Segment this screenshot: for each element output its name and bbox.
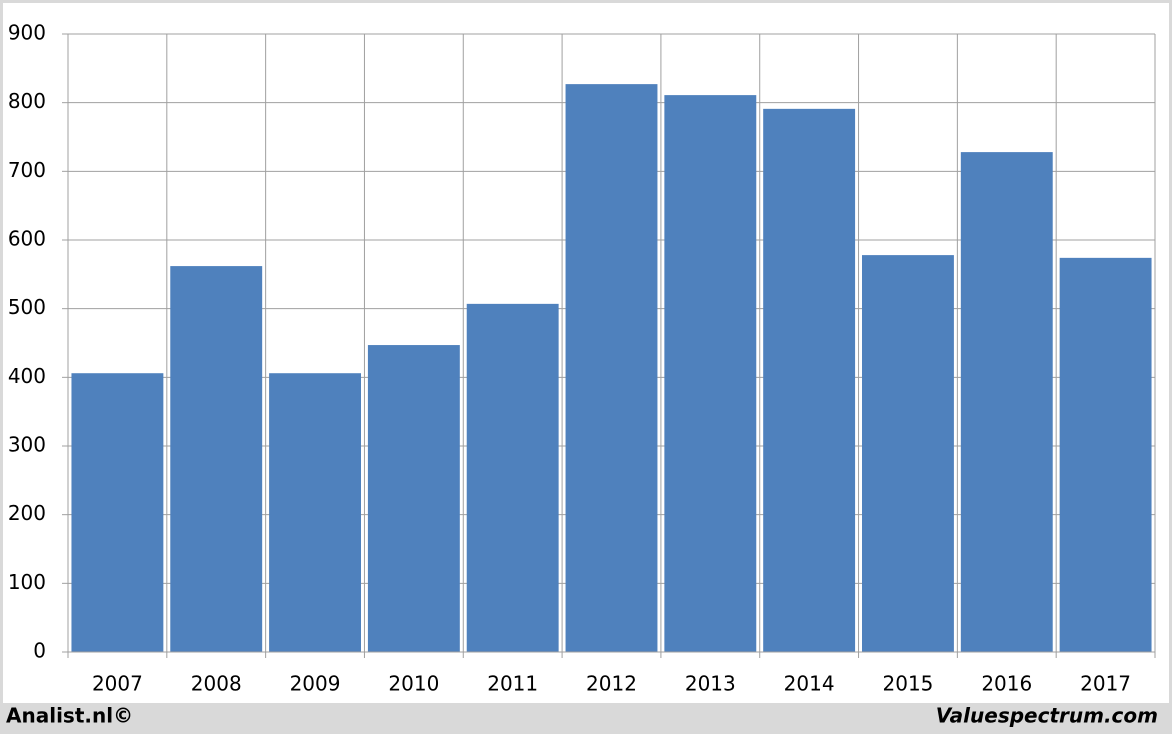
x-tick-label: 2011 <box>487 672 538 696</box>
bar <box>565 84 658 653</box>
x-tick-label: 2010 <box>388 672 439 696</box>
bar <box>664 95 757 652</box>
bar <box>1059 257 1152 652</box>
credit-left: Analist.nl© <box>6 704 133 728</box>
bar <box>269 373 361 652</box>
x-tick-label: 2007 <box>92 672 143 696</box>
x-tick-label: 2009 <box>290 672 341 696</box>
y-tick-label: 600 <box>8 227 46 251</box>
y-tick-label: 300 <box>8 433 46 457</box>
x-tick-label: 2017 <box>1080 672 1131 696</box>
x-tick-label: 2016 <box>981 672 1032 696</box>
y-tick-label: 100 <box>8 570 46 594</box>
credit-right: Valuespectrum.com <box>936 704 1158 728</box>
bar <box>367 345 460 652</box>
bar <box>170 266 263 652</box>
y-tick-label: 200 <box>8 501 46 525</box>
x-tick-label: 2015 <box>883 672 934 696</box>
x-tick-label: 2012 <box>586 672 637 696</box>
x-tick-label: 2008 <box>191 672 242 696</box>
y-tick-label: 800 <box>8 89 46 113</box>
y-tick-label: 500 <box>8 295 46 319</box>
bar <box>71 373 164 652</box>
y-tick-label: 400 <box>8 364 46 388</box>
bar <box>960 152 1053 652</box>
y-tick-label: 700 <box>8 158 46 182</box>
bar <box>763 108 856 652</box>
bar <box>466 303 559 652</box>
y-tick-label: 0 <box>33 639 46 663</box>
y-tick-label: 900 <box>8 21 46 45</box>
bar <box>862 255 954 652</box>
x-tick-label: 2013 <box>685 672 736 696</box>
plot: 0 100 200 300 400 500 600 700 800 900 2007 2008 2009… <box>8 21 1156 696</box>
x-tick-label: 2014 <box>784 672 835 696</box>
